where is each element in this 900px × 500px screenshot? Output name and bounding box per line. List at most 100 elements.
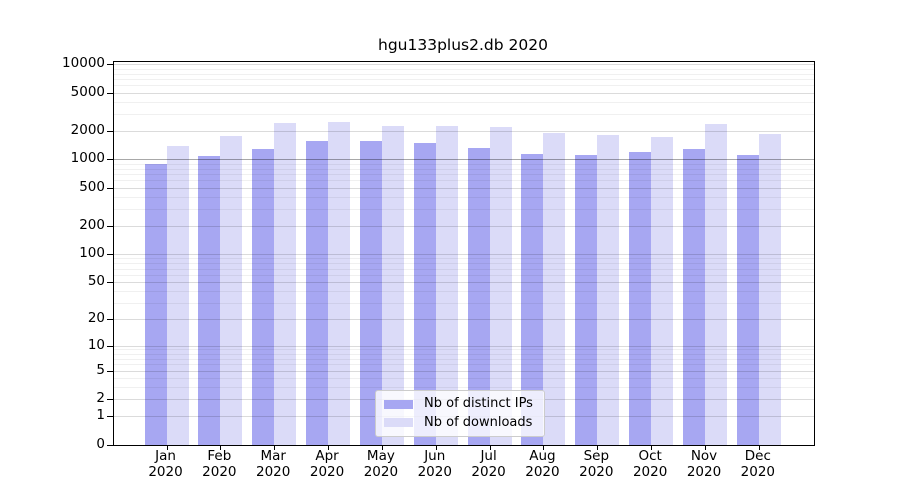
bar-downloads-feb (220, 135, 243, 445)
gridline-50 (114, 282, 814, 284)
bar-ips-jun (413, 143, 436, 445)
x-tick-label-apr: Apr 2020 (309, 448, 345, 480)
gridline-6 (114, 364, 814, 366)
y-tick-mark-10 (107, 345, 113, 347)
legend: Nb of distinct IPs Nb of downloads (375, 390, 545, 437)
bar-ips-dec (736, 155, 759, 445)
bar-ips-may (359, 140, 382, 445)
gridline-200 (114, 225, 814, 227)
bar-ips-jan (144, 164, 167, 445)
y-tick-mark-5000 (107, 92, 113, 94)
bar-downloads-jul (489, 126, 512, 445)
y-tick-mark-10000 (107, 64, 113, 66)
x-tick-mark-jan (166, 445, 168, 450)
y-tick-label-50: 50 (87, 273, 105, 290)
bar-downloads-nov (705, 124, 727, 445)
plot-area (107, 61, 815, 450)
grid-layer (114, 62, 814, 445)
x-tick-label-may: May 2020 (363, 448, 399, 480)
y-tick-label-10000: 10000 (62, 55, 105, 72)
y-tick-mark-200 (107, 225, 113, 227)
y-tick-label-0: 0 (96, 435, 105, 452)
gridline-8000 (114, 73, 814, 75)
gridline-5000 (114, 92, 814, 94)
x-tick-label-dec: Dec 2020 (740, 448, 776, 480)
bar-downloads-jan (166, 146, 189, 445)
gridline-6000 (114, 85, 814, 87)
gridline-10 (114, 345, 814, 347)
legend-swatch-downloads (384, 418, 413, 428)
gridline-100 (114, 253, 814, 255)
gridline-500 (114, 187, 814, 189)
legend-label-downloads: Nb of downloads (424, 414, 533, 430)
legend-item-distinct-ips: Nb of distinct IPs (384, 396, 536, 412)
gridline-800 (114, 168, 814, 170)
bar-downloads-apr (328, 122, 351, 445)
y-tick-label-5: 5 (96, 361, 105, 378)
x-tick-mark-oct (651, 445, 653, 450)
gridline-10000 (114, 64, 814, 66)
gridline-4000 (114, 102, 814, 104)
bar-ips-oct (629, 152, 652, 445)
x-tick-label-sep: Sep 2020 (579, 448, 614, 480)
x-tick-mark-apr (328, 445, 330, 450)
y-tick-label-500: 500 (79, 178, 105, 195)
x-tick-mark-aug (543, 445, 545, 450)
bar-downloads-may (381, 126, 404, 445)
bars-layer (114, 62, 814, 445)
y-tick-mark-20 (107, 318, 113, 320)
x-tick-mark-jun (435, 445, 437, 450)
y-tick-label-20: 20 (87, 309, 105, 326)
y-tick-mark-1000 (107, 159, 113, 161)
gridline-1000 (114, 159, 814, 161)
y-tick-mark-5 (107, 370, 113, 372)
y-axis-labels: 0 1 2 5 10 20 50 100 200 500 1000 2000 5000 10000 (0, 55, 105, 451)
gridline-400 (114, 197, 814, 199)
y-tick-mark-1 (107, 415, 113, 417)
bar-ips-apr (306, 140, 329, 445)
y-tick-label-10: 10 (87, 336, 105, 353)
gridline-60 (114, 274, 814, 276)
y-tick-mark-0 (107, 444, 113, 446)
y-tick-label-2: 2 (96, 390, 105, 407)
bar-downloads-jun (435, 126, 458, 445)
axis-ticks-layer (107, 62, 814, 450)
bar-downloads-aug (543, 133, 566, 445)
x-tick-label-nov: Nov 2020 (686, 448, 722, 480)
y-tick-mark-500 (107, 187, 113, 189)
x-tick-mark-may (381, 445, 383, 450)
y-tick-label-200: 200 (79, 216, 105, 233)
x-tick-mark-dec (758, 445, 760, 450)
bar-ips-aug (521, 153, 544, 445)
gridline-2000 (114, 130, 814, 132)
gridline-700 (114, 174, 814, 175)
gridline-70 (114, 268, 814, 270)
bar-ips-jul (467, 147, 490, 445)
gridline-20 (114, 318, 814, 320)
gridline-40 (114, 291, 814, 293)
gridline-30 (114, 302, 814, 304)
y-tick-label-1000: 1000 (70, 150, 105, 167)
x-axis-labels: Jan 2020 Feb 2020 Mar 2020 Apr 2020 May 2020 Jun 20… (113, 448, 813, 489)
bar-downloads-oct (651, 136, 674, 445)
gridline-3 (114, 387, 814, 389)
x-tick-mark-jul (489, 445, 491, 450)
bar-ips-mar (252, 148, 275, 445)
gridline-80 (114, 263, 814, 265)
bar-downloads-mar (274, 123, 297, 445)
y-tick-mark-2000 (107, 130, 113, 132)
y-tick-label-2000: 2000 (70, 121, 105, 138)
x-tick-label-aug: Aug 2020 (525, 448, 560, 480)
legend-item-downloads: Nb of downloads (384, 415, 536, 431)
gridline-5 (114, 370, 814, 372)
gridline-9 (114, 349, 814, 351)
gridline-7 (114, 358, 814, 360)
x-tick-mark-nov (705, 445, 706, 450)
gridline-3000 (114, 113, 814, 115)
x-tick-label-jun: Jun 2020 (417, 448, 452, 480)
bar-ips-nov (683, 148, 705, 445)
y-tick-mark-50 (107, 282, 113, 284)
x-tick-label-mar: Mar 2020 (256, 448, 291, 480)
gridline-600 (114, 180, 814, 182)
x-tick-label-jan: Jan 2020 (148, 448, 183, 480)
